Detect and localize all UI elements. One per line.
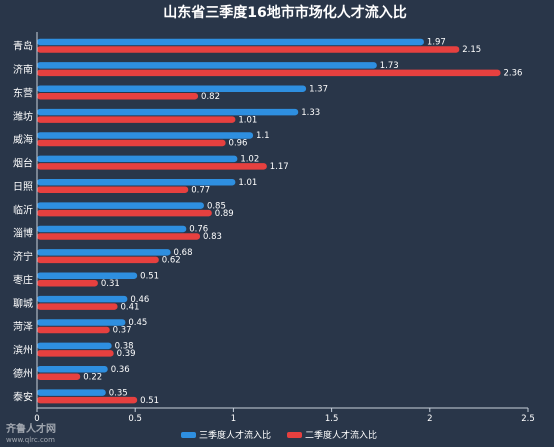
- bar-q3: [37, 132, 254, 139]
- category-label: 济南: [13, 63, 33, 76]
- legend-label-q2: 二季度人才流入比: [305, 429, 377, 441]
- value-label-q2: 2.15: [462, 45, 481, 55]
- value-label-q3: 1.73: [380, 61, 399, 71]
- category-label: 威海: [13, 133, 33, 146]
- value-label-q3: 0.85: [207, 201, 226, 211]
- bar-q3: [37, 62, 377, 69]
- category-label: 枣庄: [13, 273, 33, 286]
- category-label: 聊城: [13, 297, 33, 310]
- value-label-q3: 1.1: [256, 131, 270, 141]
- category-label: 青岛: [13, 40, 33, 53]
- value-label-q2: 1.17: [270, 162, 289, 172]
- value-label-q3: 0.45: [128, 318, 147, 328]
- x-tick-label: 2.5: [521, 414, 535, 424]
- value-label-q2: 0.41: [121, 302, 140, 312]
- category-label: 东营: [13, 86, 33, 99]
- bar-q3: [37, 342, 112, 350]
- x-tick-label: 1.5: [325, 414, 339, 424]
- legend-label-q3: 三季度人才流入比: [199, 429, 271, 441]
- x-tick-label: 0.5: [128, 414, 142, 424]
- bar-q3: [37, 272, 138, 279]
- category-label: 滨州: [13, 344, 33, 357]
- watermark-logo: 齐鲁人才网: [6, 422, 56, 435]
- category-label: 德州: [13, 367, 33, 380]
- value-label-q3: 0.76: [189, 225, 208, 235]
- value-label-q2: 0.31: [101, 279, 120, 289]
- bar-q3: [37, 225, 187, 233]
- value-label-q2: 0.89: [215, 209, 234, 219]
- bar-q3: [37, 85, 307, 92]
- value-label-q3: 0.51: [140, 271, 159, 281]
- bar-q3: [37, 319, 126, 326]
- bar-q2: [37, 46, 460, 53]
- value-label-q2: 0.83: [203, 232, 222, 242]
- value-label-q3: 1.37: [309, 84, 328, 94]
- bar-q3: [37, 365, 108, 373]
- value-label-q3: 1.97: [427, 38, 446, 48]
- bar-q3: [37, 202, 204, 209]
- plot-area: 青岛 1.97 2.15 济南 1.73 2.36 东营 1.37 0.82 潍坊 1.33 1.01…: [13, 38, 522, 406]
- bar-q3: [37, 38, 424, 46]
- legend-swatch-q2: [287, 432, 302, 438]
- value-label-q2: 1.01: [238, 115, 257, 125]
- value-label-q3: 1.33: [301, 108, 320, 118]
- value-label-q3: 0.38: [115, 342, 134, 352]
- legend: 三季度人才流入比 二季度人才流入比: [181, 429, 377, 441]
- bar-q2: [37, 116, 236, 123]
- value-label-q3: 0.35: [109, 388, 128, 398]
- value-label-q3: 0.46: [130, 295, 149, 305]
- bar-q2: [37, 209, 212, 217]
- value-label-q2: 0.62: [162, 256, 181, 266]
- bar-q3: [37, 249, 171, 256]
- watermark-url: www.qlrc.com: [6, 436, 55, 444]
- bar-q3: [37, 178, 236, 186]
- value-label-q2: 2.36: [504, 69, 523, 79]
- bar-q3: [37, 108, 299, 116]
- value-label-q3: 1.01: [238, 178, 257, 188]
- value-label-q2: 0.77: [191, 185, 210, 195]
- watermark: 齐鲁人才网 www.qlrc.com: [6, 422, 56, 444]
- category-label: 济宁: [13, 250, 33, 263]
- bar-q2: [37, 256, 159, 264]
- value-label-q2: 0.39: [117, 349, 136, 359]
- x-tick-label: 2: [427, 414, 432, 424]
- value-label-q3: 0.36: [111, 365, 130, 375]
- bar-q2: [37, 163, 267, 170]
- bar-q2: [37, 326, 110, 334]
- category-label: 日照: [13, 181, 33, 193]
- category-label: 临沂: [13, 203, 33, 216]
- value-label-q3: 1.02: [240, 155, 259, 165]
- category-label: 烟台: [13, 157, 33, 170]
- bar-q2: [37, 303, 118, 310]
- bar-q2: [37, 373, 81, 380]
- value-label-q3: 0.68: [174, 248, 193, 258]
- bar-q2: [37, 69, 501, 77]
- category-label: 菏泽: [13, 321, 33, 333]
- x-tick-label: 1: [231, 414, 236, 424]
- value-label-q2: 0.82: [201, 92, 220, 102]
- category-label: 淄博: [13, 227, 33, 240]
- bar-q2: [37, 350, 114, 357]
- category-label: 潍坊: [13, 110, 33, 123]
- x-tick-label: 0: [34, 414, 39, 424]
- legend-swatch-q3: [181, 432, 196, 438]
- x-axis: 0 0.5 1 1.5 2 2.5: [34, 32, 535, 424]
- value-label-q2: 0.96: [229, 139, 248, 149]
- bar-q3: [37, 295, 128, 303]
- category-label: 泰安: [13, 390, 33, 403]
- bar-q3: [37, 389, 106, 396]
- bar-q3: [37, 155, 238, 163]
- value-label-q2: 0.22: [83, 372, 102, 382]
- bar-q2: [37, 233, 201, 240]
- bar-q2: [37, 279, 98, 287]
- value-label-q2: 0.37: [113, 326, 132, 336]
- bar-q2: [37, 92, 199, 100]
- chart-title: 山东省三季度16地市市场化人才流入比: [163, 4, 406, 21]
- bar-q2: [37, 396, 138, 404]
- value-label-q2: 0.51: [140, 396, 159, 406]
- bar-q2: [37, 139, 226, 147]
- bar-q2: [37, 186, 189, 193]
